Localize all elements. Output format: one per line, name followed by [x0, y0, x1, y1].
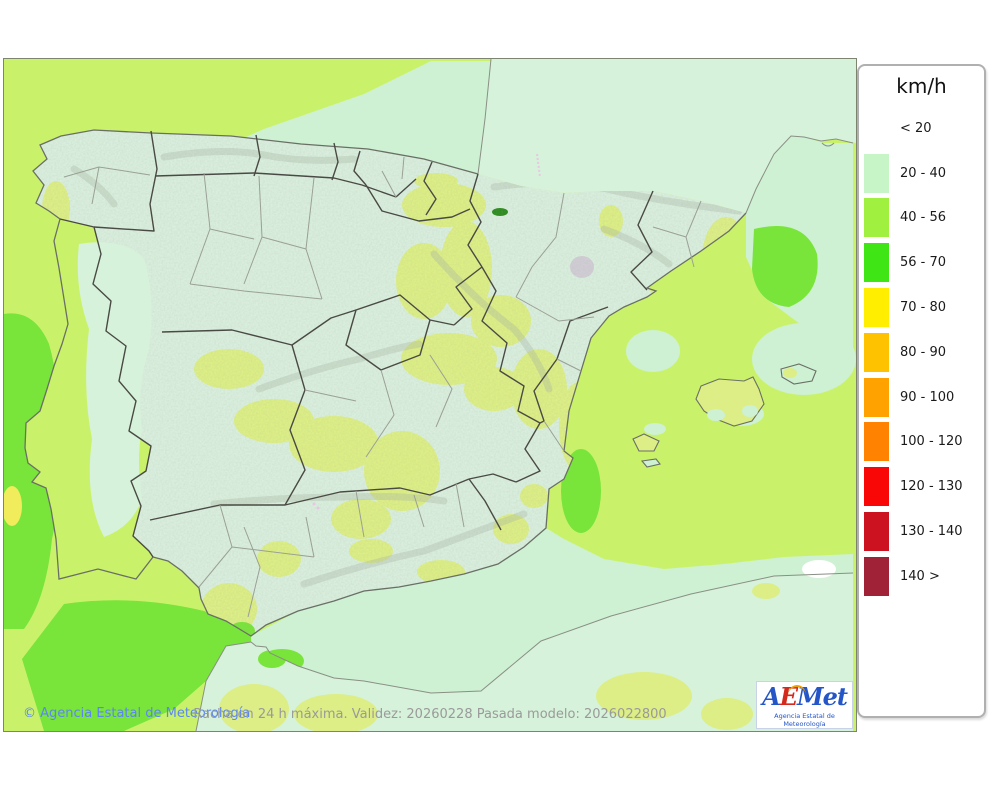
iberia-coastline [24, 129, 747, 637]
legend-label: 70 - 80 [900, 300, 947, 316]
legend-row: 56 - 70 [859, 240, 984, 285]
legend-row: 140 > [859, 554, 984, 599]
balearic-islands [632, 363, 817, 468]
legend-swatch [864, 153, 889, 193]
map-canvas [4, 59, 856, 731]
legend-swatch [864, 422, 889, 462]
legend-swatch [864, 332, 889, 372]
legend-swatch [864, 288, 889, 328]
legend-label: 56 - 70 [900, 255, 947, 271]
france-coastline [477, 59, 854, 214]
logo-arc-icon [787, 685, 806, 695]
legend-label: 130 - 140 [900, 524, 963, 540]
legend-label: 140 > [900, 568, 940, 584]
legend-label: 20 - 40 [900, 165, 947, 181]
legend-swatch [864, 377, 889, 417]
aemet-logo: A EMet Agencia Estatal de Meteorología [756, 681, 853, 729]
calm-white-spots [802, 560, 836, 578]
france-land [478, 59, 856, 213]
map-artifacts [312, 153, 541, 510]
legend-swatch [864, 243, 889, 283]
legend-swatch [864, 556, 889, 596]
legend-title: km/h [896, 74, 947, 98]
africa-coastline [195, 572, 854, 731]
legend-label: 40 - 56 [900, 210, 947, 226]
legend-swatch [864, 467, 889, 507]
copyright-text: © Agencia Estatal de Meteorología [23, 706, 251, 721]
legend-label: 90 - 100 [900, 389, 955, 405]
portugal-interior [77, 242, 152, 537]
legend-row: 130 - 140 [859, 509, 984, 554]
ibiza [632, 433, 660, 452]
legend-label: < 20 [900, 120, 932, 136]
legend-label: 80 - 90 [900, 344, 947, 360]
legend-swatch [864, 198, 889, 238]
legend-row: 90 - 100 [859, 375, 984, 420]
legend-swatch [864, 512, 889, 552]
map-caption: Racha en 24 h máxima. Validez: 20260228 … [193, 707, 667, 722]
legend-row: 80 - 90 [859, 330, 984, 375]
wind-gust-map: © Agencia Estatal de Meteorología Racha … [3, 58, 857, 732]
legend-rows: < 20 20 - 40 40 - 56 56 - 70 70 - 80 80 … [859, 106, 984, 599]
legend-label: 120 - 130 [900, 479, 963, 495]
legend-row: 40 - 56 [859, 196, 984, 241]
africa-patches [219, 583, 780, 731]
legend-row: 100 - 120 [859, 420, 984, 465]
legend-row: 120 - 130 [859, 464, 984, 509]
legend-label: 100 - 120 [900, 434, 963, 450]
aemet-logo-text: A EMet [762, 682, 848, 711]
legend-row: 20 - 40 [859, 151, 984, 196]
legend-row: 70 - 80 [859, 285, 984, 330]
legend-swatch [864, 109, 889, 148]
wind-speed-legend: km/h < 20 20 - 40 40 - 56 56 - 70 70 - 8… [857, 64, 986, 718]
aemet-logo-subtitle: Agencia Estatal de Meteorología [774, 712, 835, 728]
province-borders [63, 156, 702, 618]
formentera [640, 458, 661, 468]
sea-yellow-spot [4, 486, 22, 526]
legend-row: < 20 [859, 106, 984, 151]
